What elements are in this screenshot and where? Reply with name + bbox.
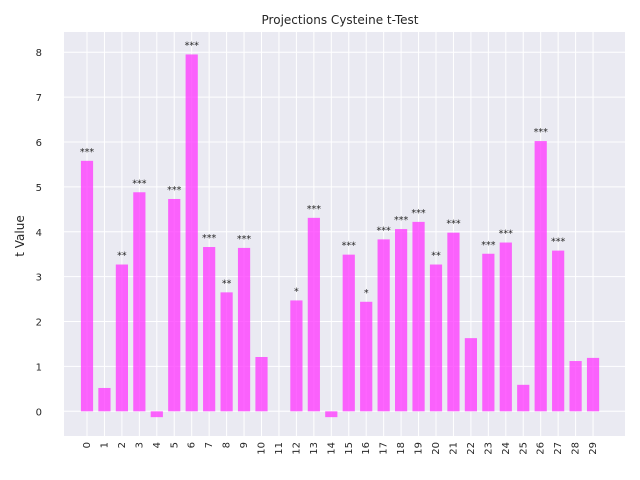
y-tick-label: 7 (36, 93, 42, 104)
bar-26 (534, 141, 547, 412)
x-tick-label: 5 (169, 442, 180, 448)
significance-label: *** (377, 225, 392, 236)
x-tick-label: 17 (379, 442, 390, 455)
x-tick-label: 23 (483, 442, 494, 455)
bar-6 (185, 54, 198, 412)
x-tick-label: 10 (257, 442, 268, 455)
x-tick-label: 26 (536, 442, 547, 455)
bar-25 (517, 384, 530, 412)
x-tick-label: 11 (274, 442, 285, 455)
bar-27 (552, 250, 565, 412)
bar-2 (115, 264, 128, 412)
bar-10 (255, 356, 268, 412)
significance-label: *** (411, 208, 426, 219)
significance-label: ** (222, 278, 232, 289)
significance-label: *** (185, 40, 200, 51)
y-tick-label: 2 (36, 318, 42, 329)
bar-9 (237, 247, 251, 412)
x-tick-label: 28 (571, 442, 582, 455)
significance-label: *** (237, 234, 252, 245)
significance-label: *** (499, 229, 514, 240)
x-tick-label: 14 (326, 442, 337, 455)
significance-labels: ****************************************… (80, 40, 566, 298)
significance-label: *** (132, 178, 147, 189)
y-tick-label: 6 (36, 138, 42, 149)
bar-17 (377, 239, 390, 412)
bar-12 (290, 300, 303, 412)
x-tick-label: 7 (204, 442, 215, 448)
significance-label: * (294, 286, 299, 297)
significance-label: *** (80, 147, 95, 158)
bar-0 (80, 160, 94, 412)
bar-4 (150, 411, 163, 418)
x-tick-label: 20 (431, 442, 442, 455)
bar-18 (395, 229, 408, 412)
bar-7 (203, 247, 216, 412)
y-tick-label: 1 (36, 362, 42, 373)
x-tick-label: 25 (518, 442, 529, 455)
bar-14 (325, 411, 338, 418)
bar-5 (168, 198, 181, 412)
x-tick-label: 6 (187, 442, 198, 448)
significance-label: *** (167, 185, 182, 196)
y-axis-ticks: 0 1 2 3 4 5 6 7 8 (36, 48, 42, 418)
x-tick-label: 3 (134, 442, 145, 448)
x-tick-label: 4 (152, 442, 163, 448)
bar-15 (342, 254, 355, 412)
x-tick-label: 19 (414, 442, 425, 455)
significance-label: ** (117, 251, 127, 262)
bar-19 (412, 221, 425, 412)
significance-label: *** (534, 127, 549, 138)
x-axis-ticks: 0 1 2 3 4 5 6 7 8 9 10 11 12 13 14 15 16 17 18 19 20 21 22 23 24… (82, 442, 599, 455)
x-tick-label: 18 (396, 442, 407, 455)
y-axis-label: t Value (13, 215, 27, 256)
x-tick-label: 29 (588, 442, 599, 455)
bar-21 (447, 232, 460, 412)
bar-22 (464, 338, 477, 412)
x-tick-label: 9 (239, 442, 250, 448)
x-tick-label: 2 (117, 442, 128, 448)
bar-1 (98, 387, 111, 412)
y-tick-label: 3 (36, 273, 42, 284)
y-tick-label: 5 (36, 183, 42, 194)
x-tick-label: 13 (309, 442, 320, 455)
x-tick-label: 0 (82, 442, 93, 448)
bar-16 (360, 301, 373, 412)
y-tick-label: 4 (36, 228, 42, 239)
bar-23 (482, 253, 495, 412)
bar-28 (569, 361, 582, 412)
significance-label: *** (446, 219, 461, 230)
x-tick-label: 1 (99, 442, 110, 448)
bar-8 (220, 292, 233, 412)
significance-label: *** (551, 237, 566, 248)
bar-20 (429, 264, 443, 412)
bar-3 (133, 192, 146, 412)
chart-title: Projections Cysteine t-Test (262, 13, 419, 27)
x-tick-label: 15 (344, 442, 355, 455)
significance-label: *** (202, 233, 217, 244)
bar-13 (307, 217, 320, 412)
significance-label: ** (431, 251, 441, 262)
x-tick-label: 21 (448, 442, 459, 455)
significance-label: *** (481, 240, 496, 251)
significance-label: *** (307, 204, 322, 215)
x-tick-label: 27 (553, 442, 564, 455)
x-tick-label: 12 (291, 442, 302, 455)
bars (80, 54, 600, 418)
x-tick-label: 16 (361, 442, 372, 455)
significance-label: *** (394, 215, 409, 226)
x-tick-label: 22 (466, 442, 477, 455)
y-tick-label: 8 (36, 48, 42, 59)
bar-29 (586, 357, 600, 412)
y-tick-label: 0 (36, 407, 42, 418)
significance-label: * (364, 288, 369, 299)
x-tick-label: 24 (501, 442, 512, 455)
x-tick-label: 8 (222, 442, 233, 448)
significance-label: *** (342, 241, 357, 252)
bar-24 (499, 242, 512, 412)
